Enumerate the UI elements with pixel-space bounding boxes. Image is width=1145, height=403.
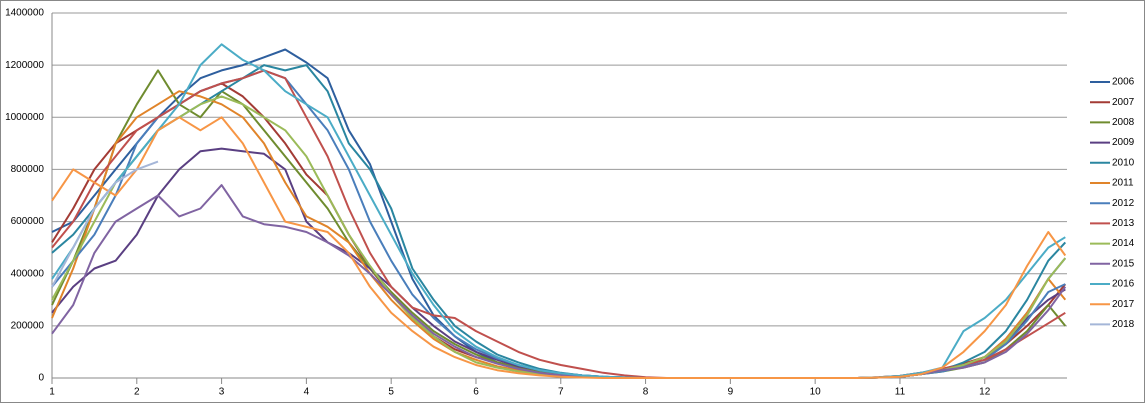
x-tick-label: 10 [810,387,822,398]
y-tick-label: 0 [38,373,44,384]
x-tick-label: 1 [49,387,55,398]
x-tick-label: 5 [388,387,394,398]
legend-label: 2013 [1112,218,1135,229]
legend-label: 2015 [1112,258,1135,269]
legend-label: 2008 [1112,117,1135,128]
x-tick-label: 6 [473,387,479,398]
x-tick-label: 7 [558,387,564,398]
x-tick-label: 4 [304,387,310,398]
legend-label: 2014 [1112,238,1135,249]
legend-label: 2006 [1112,77,1135,88]
series-line [51,160,159,288]
legend-label: 2007 [1112,97,1135,108]
y-tick-label: 800000 [11,164,45,175]
x-tick-label: 11 [895,387,906,398]
x-tick-label: 12 [979,387,991,398]
x-tick-label: 2 [134,387,140,398]
legend-label: 2011 [1112,178,1134,189]
legend-label: 2012 [1112,198,1135,209]
y-tick-label: 1400000 [5,8,44,19]
x-tick-label: 9 [728,387,734,398]
series-line [51,116,1067,379]
x-tick-label: 3 [219,387,225,398]
y-tick-label: 1200000 [5,60,44,71]
y-tick-label: 600000 [11,216,45,227]
y-tick-label: 200000 [11,320,45,331]
y-tick-label: 400000 [11,268,45,279]
x-tick-label: 8 [643,387,649,398]
legend-label: 2010 [1112,157,1135,168]
legend-label: 2009 [1112,137,1135,148]
legend-label: 2017 [1112,299,1135,310]
y-tick-label: 1000000 [5,112,44,123]
legend-label: 2016 [1112,279,1135,290]
legend-label: 2018 [1112,319,1135,330]
